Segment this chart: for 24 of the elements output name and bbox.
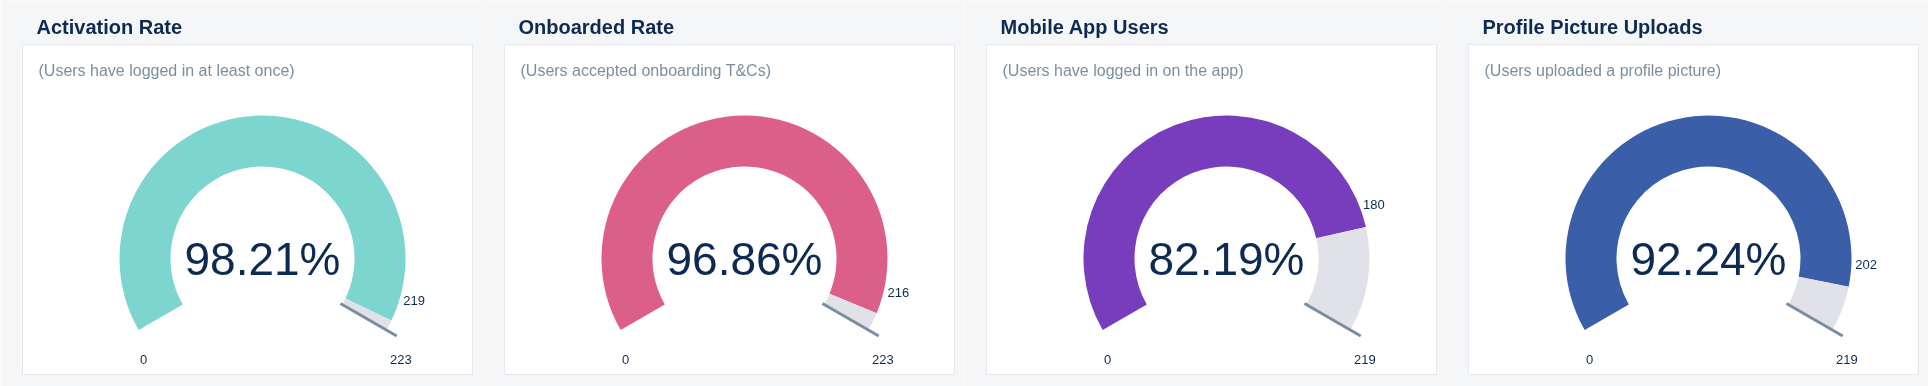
data-label: 216 xyxy=(887,285,910,301)
chart-title: Profile Picture Uploads xyxy=(1482,15,1703,38)
text: 0 xyxy=(1103,351,1112,367)
text: 219 xyxy=(1836,351,1858,367)
text: 96.86% xyxy=(666,232,823,285)
data-label: 219 xyxy=(403,293,426,309)
data-label: 180 xyxy=(1363,196,1385,212)
text: 223 xyxy=(390,351,412,367)
chart-title: Activation Rate xyxy=(36,15,183,38)
chart-title: Mobile App Users xyxy=(1000,15,1169,38)
chart-subtitle: (Users uploaded a profile picture) xyxy=(1484,62,1722,79)
text: 98.21% xyxy=(184,232,341,285)
text: 223 xyxy=(872,351,894,367)
text: 0 xyxy=(621,351,630,367)
chart-subtitle: (Users have logged in on the app) xyxy=(1002,62,1244,79)
chart-title: Onboarded Rate xyxy=(518,15,675,38)
text: 82.19% xyxy=(1148,232,1305,285)
chart-subtitle: (Users have logged in at least once) xyxy=(38,62,295,79)
chart-subtitle: (Users accepted onboarding T&Cs) xyxy=(520,62,771,79)
text: 0 xyxy=(1585,351,1594,367)
data-label: 202 xyxy=(1855,257,1878,273)
text: 219 xyxy=(1354,351,1376,367)
text: 92.24% xyxy=(1630,232,1787,285)
text: 0 xyxy=(139,351,148,367)
